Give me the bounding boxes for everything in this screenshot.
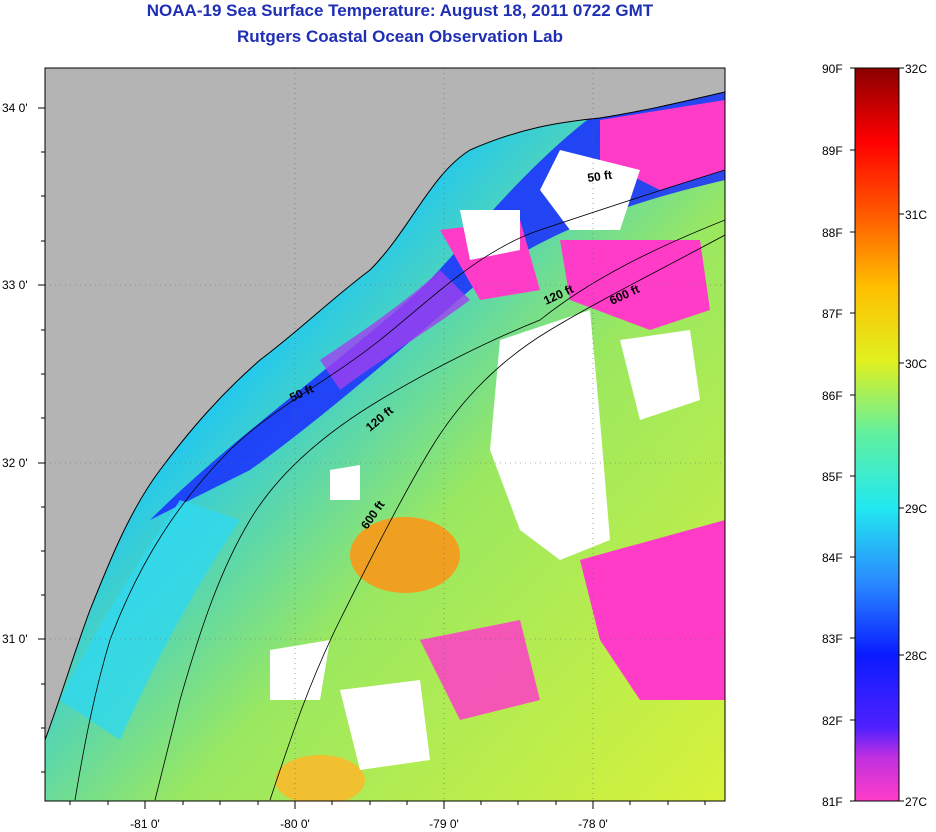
map-frame	[44, 67, 726, 802]
colorbar-f-label: 83F	[822, 632, 843, 646]
map-subtitle: Rutgers Coastal Ocean Observation Lab	[237, 27, 563, 46]
isobath-600ft	[269, 234, 725, 801]
cloud-mask	[340, 680, 430, 770]
colorbar-c-label: 29C	[905, 502, 927, 516]
colorbar-f-label: 88F	[822, 226, 843, 240]
colorbar-c-label: 31C	[905, 208, 927, 222]
lat-tick-label: 31 0'	[2, 632, 28, 646]
colorbar-c-label: 32C	[905, 62, 927, 76]
lon-tick-label: -78 0'	[578, 817, 608, 831]
colorbar-ticks	[850, 67, 904, 802]
colorbar-c-label: 28C	[905, 649, 927, 663]
magenta-patch	[600, 100, 725, 190]
colorbar-f-label: 81F	[822, 795, 843, 809]
lat-tick-marks	[38, 107, 45, 773]
colorbar-f-label: 90F	[822, 62, 843, 76]
lat-tick-label: 32 0'	[2, 456, 28, 470]
colorbar-f-label: 86F	[822, 389, 843, 403]
cloud-mask	[490, 310, 610, 560]
lat-tick-label: 34 0'	[2, 101, 28, 115]
magenta-patch	[580, 520, 725, 700]
purple-band	[320, 270, 470, 390]
warm-patch-south	[275, 755, 365, 801]
colorbar-f-label: 89F	[822, 144, 843, 158]
coastline	[45, 91, 725, 741]
cloud-mask	[460, 210, 520, 260]
colorbar-f-label: 87F	[822, 307, 843, 321]
cloud-mask	[620, 330, 700, 420]
graticule	[45, 68, 725, 801]
colorbar-f-labels: 90F 89F 88F 87F 86F 85F 84F 83F 82F 81F	[822, 62, 843, 809]
lon-tick-label: -80 0'	[280, 817, 310, 831]
isobath-120ft	[154, 219, 725, 801]
colorbar-c-label: 27C	[905, 795, 927, 809]
lon-tick-marks	[69, 801, 706, 809]
isobath-label: 50 ft	[586, 168, 612, 185]
colorbar-f-label: 84F	[822, 551, 843, 565]
map-plot-area: 50 ft 120 ft 600 ft 50 ft 120 ft 600 ft	[45, 68, 725, 801]
colorbar	[854, 67, 900, 802]
land	[45, 68, 725, 740]
colorbar-c-label: 30C	[905, 357, 927, 371]
nearshore-water	[60, 500, 240, 740]
lon-tick-label: -79 0'	[429, 817, 459, 831]
cloud-mask	[540, 150, 640, 230]
colorbar-f-label: 85F	[822, 470, 843, 484]
colorbar-c-labels: 32C 31C 30C 29C 28C 27C	[905, 62, 927, 809]
magenta-patch	[420, 620, 540, 720]
colorbar-f-label: 82F	[822, 714, 843, 728]
cloud-mask	[270, 640, 330, 700]
lat-tick-label: 33 0'	[2, 278, 28, 292]
isobath-50ft	[74, 169, 725, 801]
cloud-mask	[330, 465, 360, 500]
map-title: NOAA-19 Sea Surface Temperature: August …	[146, 1, 654, 20]
warm-patch	[350, 517, 460, 593]
lon-tick-label: -81 0'	[130, 817, 160, 831]
